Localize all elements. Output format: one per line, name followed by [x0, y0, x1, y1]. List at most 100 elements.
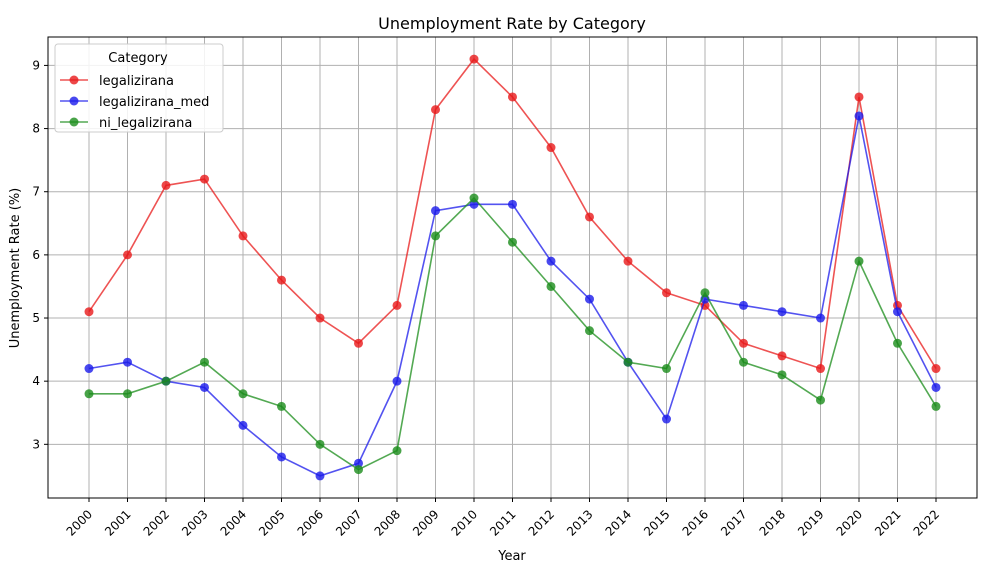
data-point — [585, 294, 594, 304]
x-tick-label: 2019 — [795, 507, 826, 538]
x-tick-label: 2013 — [564, 507, 595, 538]
data-point — [469, 54, 479, 64]
data-point — [700, 288, 710, 298]
data-point — [238, 389, 248, 399]
x-tick-label: 2009 — [410, 507, 441, 538]
data-point — [777, 351, 787, 361]
data-point — [354, 465, 363, 475]
y-tick-label: 8 — [32, 122, 40, 136]
data-point — [84, 364, 94, 374]
data-point — [200, 357, 209, 367]
data-point — [585, 212, 594, 222]
data-point — [508, 199, 517, 209]
data-point — [854, 256, 864, 266]
y-tick-label: 7 — [32, 185, 40, 199]
data-point — [161, 376, 171, 386]
data-point — [662, 288, 671, 298]
x-tick-label: 2016 — [680, 507, 711, 538]
x-axis: 2000 2001 2002 2003 2004 2005 2006 2007 2008 2009… — [64, 498, 942, 539]
legend-items: legalizirana legalizirana_med ni_legalizir… — [60, 74, 209, 131]
data-point — [123, 250, 132, 260]
data-point — [392, 446, 402, 456]
x-tick-label: 2000 — [64, 507, 95, 538]
y-tick-label: 6 — [32, 248, 40, 262]
x-tick-label: 2018 — [757, 507, 788, 538]
data-point — [623, 256, 633, 266]
data-point — [200, 382, 209, 392]
data-point — [931, 364, 941, 374]
data-point — [816, 313, 825, 323]
data-point — [662, 414, 671, 424]
data-point — [739, 357, 748, 367]
x-tick-label: 2012 — [526, 507, 557, 538]
data-point — [469, 193, 479, 203]
x-tick-label: 2014 — [603, 507, 634, 538]
legend-marker — [69, 117, 79, 127]
data-point — [854, 111, 864, 121]
data-point — [816, 364, 825, 374]
legend-item: ni_legalizirana — [60, 116, 192, 131]
grid-lines — [48, 37, 977, 498]
data-point — [200, 174, 209, 184]
data-point — [623, 357, 633, 367]
data-point — [238, 420, 248, 430]
y-tick-label: 5 — [32, 311, 40, 325]
data-point — [315, 439, 325, 449]
x-tick-label: 2007 — [333, 507, 364, 538]
x-tick-label: 2006 — [295, 507, 326, 538]
data-point — [123, 357, 132, 367]
data-point — [238, 231, 248, 241]
data-point — [392, 300, 402, 310]
legend-marker — [69, 96, 79, 106]
x-tick-label: 2021 — [872, 507, 903, 538]
data-point — [546, 256, 556, 266]
legend: Category legalizirana legalizirana_med ni_… — [54, 43, 224, 133]
data-point — [431, 206, 440, 216]
x-tick-label: 2020 — [834, 507, 865, 538]
data-point — [469, 199, 479, 209]
data-point — [777, 370, 787, 380]
series-legalizirana — [84, 54, 941, 374]
legend-label: legalizirana — [99, 74, 174, 89]
chart-title: Unemployment Rate by Category — [378, 14, 646, 33]
data-point — [431, 105, 440, 115]
y-tick-label: 4 — [32, 374, 40, 388]
x-tick-label: 2011 — [487, 507, 518, 538]
data-point — [777, 307, 787, 317]
x-tick-label: 2017 — [718, 507, 749, 538]
data-point — [546, 281, 556, 291]
data-point — [508, 92, 517, 102]
y-axis-title: Unemployment Rate (%) — [8, 188, 23, 349]
x-tick-label: 2022 — [911, 507, 942, 538]
data-point — [893, 338, 902, 348]
data-point — [739, 300, 748, 310]
series-ni_legalizirana — [84, 193, 941, 475]
data-point — [816, 395, 825, 405]
data-point — [315, 471, 325, 481]
data-point — [662, 364, 671, 374]
data-point — [931, 401, 941, 411]
data-point — [84, 307, 94, 317]
series-layer — [84, 54, 941, 481]
legend-title: Category — [108, 51, 168, 66]
legend-item: legalizirana — [60, 74, 174, 89]
x-axis-title: Year — [497, 549, 526, 564]
legend-label: ni_legalizirana — [99, 116, 192, 131]
x-tick-label: 2004 — [218, 507, 249, 538]
data-point — [931, 382, 941, 392]
data-point — [431, 231, 440, 241]
legend-marker — [69, 75, 79, 85]
data-point — [277, 452, 286, 462]
data-point — [854, 92, 864, 102]
legend-label: legalizirana_med — [99, 95, 209, 110]
legend-item: legalizirana_med — [60, 95, 209, 110]
x-tick-label: 2003 — [179, 507, 210, 538]
x-tick-label: 2005 — [256, 507, 287, 538]
data-point — [508, 237, 517, 247]
x-tick-label: 2002 — [141, 507, 172, 538]
data-point — [392, 376, 402, 386]
x-tick-label: 2010 — [449, 507, 480, 538]
data-point — [546, 143, 556, 153]
x-tick-label: 2001 — [102, 507, 133, 538]
y-tick-label: 3 — [32, 437, 40, 451]
